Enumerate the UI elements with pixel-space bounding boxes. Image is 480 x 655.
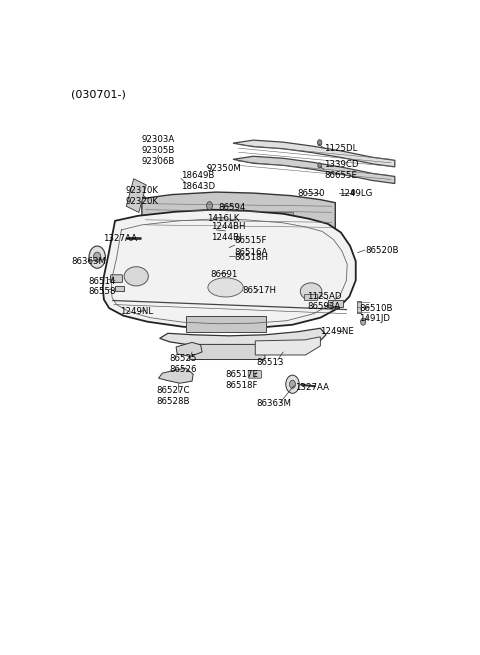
Text: 92303A
92305B
92306B: 92303A 92305B 92306B	[142, 135, 175, 166]
Circle shape	[286, 375, 299, 393]
Ellipse shape	[124, 267, 148, 286]
Circle shape	[89, 246, 106, 269]
Text: 1339CD
86655E: 1339CD 86655E	[324, 160, 359, 180]
Text: 1125AD: 1125AD	[307, 292, 342, 301]
Polygon shape	[142, 192, 335, 234]
Polygon shape	[126, 179, 146, 212]
Text: 1416LK: 1416LK	[207, 214, 240, 223]
Circle shape	[351, 189, 355, 195]
FancyBboxPatch shape	[190, 345, 265, 360]
Text: 86515F
86516A: 86515F 86516A	[235, 236, 268, 257]
Bar	[268, 212, 292, 226]
Text: 86594: 86594	[218, 202, 245, 212]
Text: 1327AA: 1327AA	[103, 234, 137, 244]
Text: 86513: 86513	[256, 358, 284, 367]
Bar	[186, 316, 266, 332]
Polygon shape	[233, 157, 395, 183]
Text: 86691: 86691	[211, 270, 238, 279]
Text: 1491JD: 1491JD	[360, 314, 390, 323]
Circle shape	[318, 163, 322, 168]
Circle shape	[360, 318, 366, 326]
Text: 86527C
86528B: 86527C 86528B	[156, 386, 190, 406]
FancyBboxPatch shape	[248, 371, 262, 378]
Text: 86558: 86558	[88, 287, 115, 296]
Text: 1249LG: 1249LG	[339, 189, 372, 198]
Ellipse shape	[300, 283, 322, 300]
Circle shape	[206, 202, 213, 210]
Text: 1327AA: 1327AA	[295, 383, 329, 392]
Text: 86530: 86530	[297, 189, 325, 198]
Bar	[357, 301, 360, 313]
Polygon shape	[255, 337, 321, 355]
Text: 1125DL: 1125DL	[324, 143, 358, 153]
Polygon shape	[103, 210, 356, 329]
Circle shape	[289, 380, 296, 388]
Circle shape	[317, 140, 322, 145]
Text: 18649B
18643D: 18649B 18643D	[181, 171, 215, 191]
FancyBboxPatch shape	[110, 275, 122, 282]
Text: 1249NL: 1249NL	[120, 307, 153, 316]
Text: 1244BH
1244BJ: 1244BH 1244BJ	[211, 223, 245, 242]
Polygon shape	[233, 140, 395, 167]
Polygon shape	[176, 343, 202, 356]
Text: 86510B: 86510B	[360, 303, 393, 312]
Bar	[200, 212, 224, 226]
Bar	[304, 295, 317, 299]
Bar	[115, 286, 124, 291]
Text: 86520B: 86520B	[365, 246, 398, 255]
Text: 1249NE: 1249NE	[321, 328, 354, 336]
Text: (030701-): (030701-)	[71, 90, 126, 100]
Ellipse shape	[208, 278, 243, 297]
Bar	[166, 212, 190, 226]
Text: 86517H: 86517H	[242, 286, 276, 295]
Polygon shape	[160, 328, 326, 350]
Text: 86363M: 86363M	[71, 257, 106, 266]
Polygon shape	[158, 368, 193, 383]
Text: 86517E
86518F: 86517E 86518F	[226, 370, 259, 390]
Bar	[233, 212, 257, 226]
Text: 92310K
92320K: 92310K 92320K	[125, 185, 158, 206]
Text: 86514: 86514	[88, 277, 115, 286]
Bar	[328, 300, 344, 307]
Text: 86593A: 86593A	[307, 302, 341, 311]
Text: 86518H: 86518H	[235, 253, 269, 262]
Text: 92350M: 92350M	[207, 164, 242, 173]
Text: 86363M: 86363M	[256, 400, 291, 409]
Text: 86525
86526: 86525 86526	[169, 354, 196, 373]
Circle shape	[94, 252, 101, 262]
